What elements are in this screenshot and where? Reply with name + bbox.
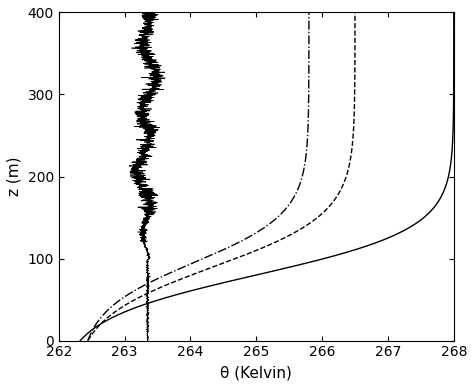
Y-axis label: z (m): z (m) <box>7 157 22 196</box>
X-axis label: θ (Kelvin): θ (Kelvin) <box>220 365 292 380</box>
